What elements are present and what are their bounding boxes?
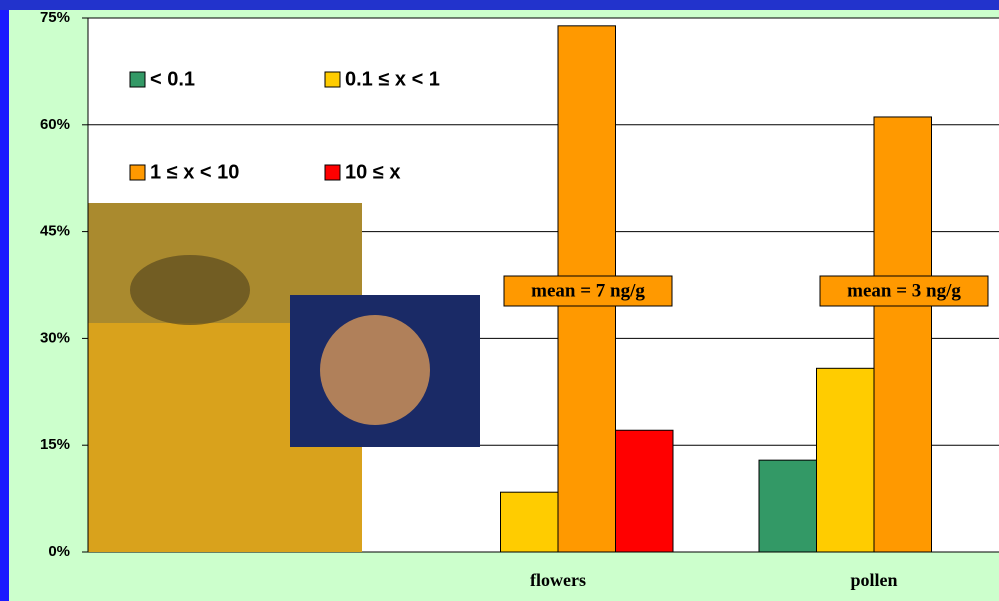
y-tick-label: 0% xyxy=(48,543,70,560)
bar xyxy=(759,460,817,552)
bar xyxy=(817,368,875,552)
bar xyxy=(501,492,559,552)
pollen-grain xyxy=(320,315,430,425)
x-tick-label: flowers xyxy=(530,570,586,590)
x-tick-label: pollen xyxy=(850,570,897,590)
legend-swatch xyxy=(325,165,340,180)
slide: 0% 15% 30% 45% 60% 75% flowers pollen mean = 7 n… xyxy=(0,0,999,601)
annotation: mean = 7 ng/g xyxy=(531,280,645,301)
y-tick-label: 30% xyxy=(40,329,70,346)
legend-label: 10 ≤ x xyxy=(345,161,400,183)
title-strip xyxy=(0,0,999,10)
y-tick-label: 45% xyxy=(40,223,70,240)
bar xyxy=(874,117,932,552)
legend-label: 0.1 ≤ x < 1 xyxy=(345,68,440,90)
legend-swatch xyxy=(325,72,340,87)
legend-label: 1 ≤ x < 10 xyxy=(150,161,239,183)
legend-label: < 0.1 xyxy=(150,68,195,90)
bar xyxy=(616,430,674,552)
bee xyxy=(130,255,250,325)
legend-swatch xyxy=(130,165,145,180)
annotation: mean = 3 ng/g xyxy=(847,280,961,301)
y-tick-label: 15% xyxy=(40,436,70,453)
legend-swatch xyxy=(130,72,145,87)
left-border xyxy=(0,0,9,601)
y-tick-label: 75% xyxy=(40,9,70,26)
y-tick-label: 60% xyxy=(40,116,70,133)
